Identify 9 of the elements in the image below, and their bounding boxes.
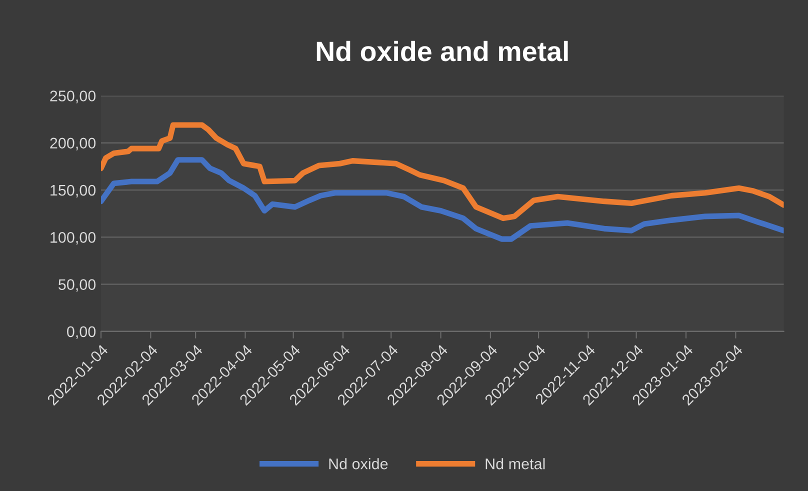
y-tick-label: 0,00 bbox=[67, 326, 96, 339]
legend-label: Nd metal bbox=[486, 458, 545, 470]
legend-label: Nd oxide bbox=[329, 458, 388, 470]
chart-title: Nd oxide and metal bbox=[316, 40, 568, 62]
y-tick-label: 50,00 bbox=[58, 279, 96, 292]
y-tick-label: 100,00 bbox=[50, 232, 96, 245]
y-tick-label: 250,00 bbox=[50, 90, 96, 104]
y-tick-label: 150,00 bbox=[50, 184, 96, 198]
y-tick-label: 200,00 bbox=[50, 138, 96, 150]
